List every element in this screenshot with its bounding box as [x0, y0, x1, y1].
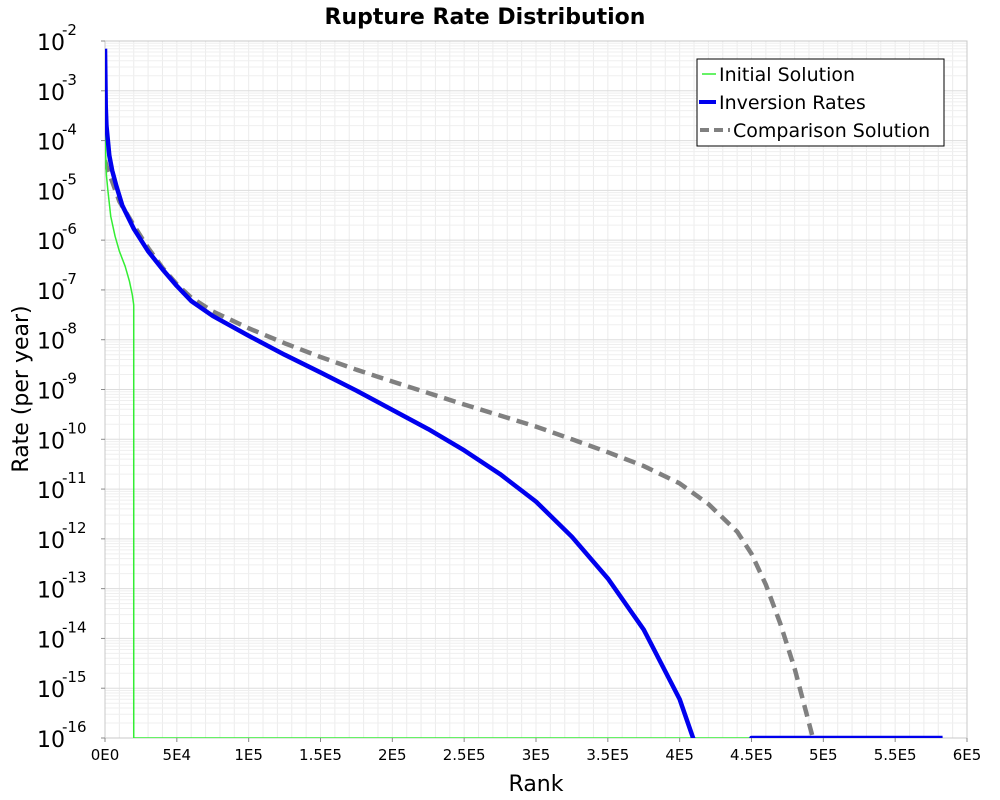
x-tick-label: 2E5 [378, 746, 407, 764]
y-tick-base: 10 [37, 180, 65, 205]
y-axis-label: Rate (per year) [9, 305, 34, 472]
x-tick-label: 5E5 [809, 746, 838, 764]
y-tick-label: 10-7 [37, 270, 77, 305]
y-tick-label: 10-15 [37, 668, 87, 703]
y-tick-base: 10 [37, 678, 65, 703]
y-tick-base: 10 [37, 529, 65, 554]
y-tick-base: 10 [37, 280, 65, 305]
x-axis-label: Rank [509, 772, 564, 797]
legend-label-comparison-solution: Comparison Solution [733, 120, 930, 142]
y-tick-exponent: -4 [62, 121, 77, 139]
y-tick-label: 10-8 [37, 320, 77, 355]
legend-label-inversion-rates: Inversion Rates [719, 92, 866, 114]
y-tick-base: 10 [37, 429, 65, 454]
y-tick-label: 10-12 [37, 519, 87, 554]
x-tick-label: 1.5E5 [299, 746, 342, 764]
x-tick-label: 1E5 [234, 746, 263, 764]
y-tick-label: 10-9 [37, 370, 77, 405]
y-tick-exponent: -5 [62, 170, 77, 188]
y-tick-label: 10-16 [37, 718, 87, 753]
y-tick-label: 10-11 [37, 469, 87, 504]
y-tick-base: 10 [37, 380, 65, 405]
chart-title: Rupture Rate Distribution [325, 5, 646, 30]
y-tick-exponent: -14 [62, 618, 87, 636]
legend-label-initial-solution: Initial Solution [719, 64, 855, 86]
series-line-initial-solution [105, 125, 943, 738]
x-tick-label: 5.5E5 [874, 746, 917, 764]
y-tick-label: 10-13 [37, 569, 87, 604]
y-tick-base: 10 [37, 579, 65, 604]
y-tick-exponent: -6 [62, 220, 77, 238]
y-tick-label: 10-14 [37, 618, 87, 653]
y-tick-exponent: -8 [62, 320, 77, 338]
series-line-comparison-solution [105, 159, 816, 738]
y-tick-label: 10-2 [37, 21, 77, 56]
y-tick-exponent: -13 [62, 569, 87, 587]
y-tick-label: 10-5 [37, 170, 77, 205]
y-tick-label: 10-3 [37, 71, 77, 106]
y-tick-label: 10-4 [37, 121, 77, 156]
x-tick-label: 0E0 [91, 746, 120, 764]
y-tick-base: 10 [37, 81, 65, 106]
series-layer [105, 48, 943, 738]
series-line-inversion-rates [105, 48, 943, 738]
y-tick-exponent: -15 [62, 668, 87, 686]
y-axis-ticks: 10-210-310-410-510-610-710-810-910-1010-… [37, 21, 105, 753]
y-tick-base: 10 [37, 728, 65, 753]
legend: Initial Solution Inversion Rates Compari… [696, 58, 945, 147]
x-tick-label: 6E5 [953, 746, 982, 764]
y-tick-exponent: -3 [62, 71, 77, 89]
legend-box [696, 58, 945, 147]
x-axis-ticks: 0E0 5E4 1E5 1.5E5 2E5 2.5E5 3E5 3.5E5 4E5 4.5E5 5E… [91, 738, 982, 764]
y-tick-base: 10 [37, 131, 65, 156]
y-tick-exponent: -10 [62, 419, 87, 437]
y-tick-base: 10 [37, 330, 65, 355]
y-tick-label: 10-10 [37, 419, 87, 454]
y-tick-exponent: -2 [62, 21, 77, 39]
y-tick-exponent: -12 [62, 519, 87, 537]
y-tick-base: 10 [37, 230, 65, 255]
y-tick-label: 10-6 [37, 220, 77, 255]
x-tick-label: 4E5 [665, 746, 694, 764]
y-tick-exponent: -11 [62, 469, 87, 487]
x-tick-label: 3.5E5 [586, 746, 629, 764]
y-tick-base: 10 [37, 479, 65, 504]
y-tick-base: 10 [37, 31, 65, 56]
y-tick-base: 10 [37, 628, 65, 653]
y-tick-exponent: -9 [62, 370, 77, 388]
x-tick-label: 3E5 [522, 746, 551, 764]
y-tick-exponent: -16 [62, 718, 87, 736]
x-tick-label: 5E4 [163, 746, 192, 764]
x-tick-label: 2.5E5 [443, 746, 486, 764]
x-tick-label: 4.5E5 [730, 746, 773, 764]
y-tick-exponent: -7 [62, 270, 77, 288]
